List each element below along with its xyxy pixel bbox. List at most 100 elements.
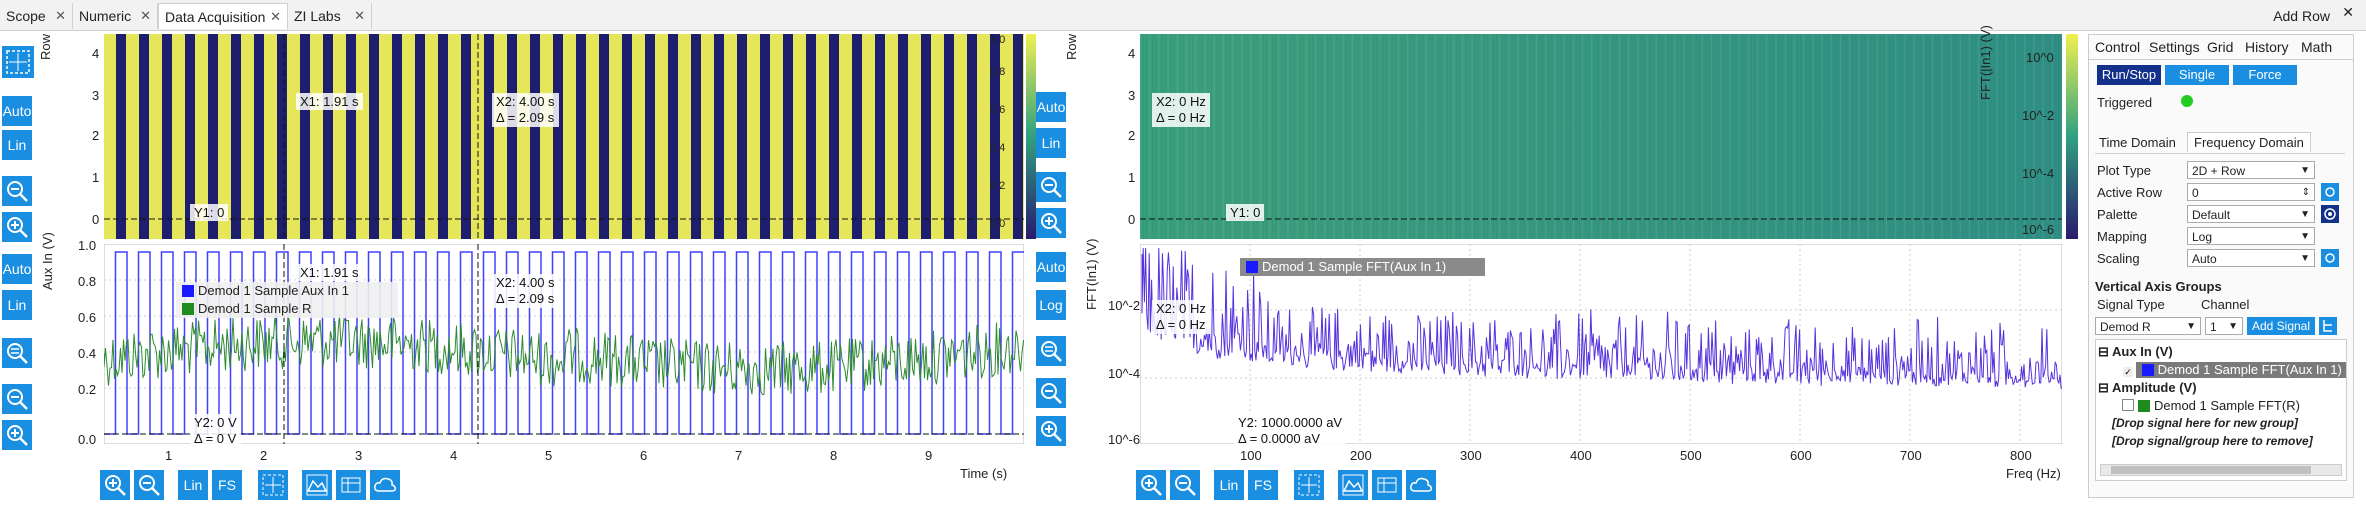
scrollbar-thumb[interactable]: [2111, 466, 2311, 474]
zoom-out-button[interactable]: [1036, 378, 1066, 408]
tab-grid[interactable]: Grid: [2207, 39, 2234, 55]
add-signal-button[interactable]: Add Signal: [2247, 317, 2315, 335]
scaling-select[interactable]: Auto ▼: [2187, 249, 2315, 267]
collapse-icon[interactable]: ⊟: [2098, 344, 2109, 359]
add-row-button[interactable]: Add Row: [2273, 8, 2330, 24]
plot-type-select[interactable]: 2D + Row ▼: [2187, 161, 2315, 179]
tab-history[interactable]: History: [2245, 39, 2289, 55]
tab-time-domain[interactable]: Time Domain: [2099, 135, 2176, 150]
tree-item-fft-aux-in[interactable]: ✓ Demod 1 Sample FFT(Aux In 1): [2122, 362, 2346, 378]
cloud-button[interactable]: [1406, 470, 1436, 500]
run-stop-button[interactable]: Run/Stop: [2097, 65, 2161, 85]
scaling-button[interactable]: [2321, 249, 2339, 267]
zoom-out-button[interactable]: [1036, 172, 1066, 202]
drop-new-group-hint[interactable]: [Drop signal here for new group]: [2112, 416, 2299, 430]
lin-scale-button[interactable]: Lin: [2, 130, 32, 160]
sync-button[interactable]: [2321, 183, 2339, 201]
tab-data-acquisition[interactable]: Data Acquisition ✕: [158, 3, 288, 29]
auto-scale-button[interactable]: Auto: [1036, 252, 1066, 282]
legend-entry[interactable]: Demod 1 Sample R: [176, 300, 398, 318]
zoom-in-button[interactable]: [1036, 416, 1066, 446]
close-icon[interactable]: ✕: [55, 8, 66, 23]
x2-cursor-label[interactable]: X2: 0 Hz Δ = 0 Hz: [1152, 300, 1210, 334]
x2-cursor-label[interactable]: X2: 0 Hz Δ = 0 Hz: [1152, 93, 1210, 127]
zoom-in-button[interactable]: [2, 212, 32, 242]
close-icon[interactable]: ✕: [2342, 4, 2354, 20]
zoom-in-button[interactable]: [1136, 470, 1166, 500]
zoom-in-button[interactable]: [100, 470, 130, 500]
single-button[interactable]: Single: [2165, 65, 2229, 85]
tree-item-fft-r[interactable]: Demod 1 Sample FFT(R): [2122, 398, 2300, 413]
tab-control[interactable]: Control: [2095, 39, 2141, 55]
drop-remove-hint[interactable]: [Drop signal/group here to remove]: [2112, 434, 2313, 448]
y1-cursor-label[interactable]: Y1: 0: [190, 204, 229, 221]
save-image-button[interactable]: [1338, 470, 1368, 500]
cloud-button[interactable]: [370, 470, 400, 500]
row-heatmap-frequency[interactable]: [1140, 34, 2062, 239]
stepper-icon[interactable]: ⇕: [2301, 187, 2310, 198]
close-icon[interactable]: ✕: [270, 9, 281, 24]
log-scale-button[interactable]: Log: [1036, 290, 1066, 320]
zoom-fit-button[interactable]: [1036, 336, 1066, 366]
cursor-tool-button[interactable]: [2, 46, 34, 78]
tree-settings-button[interactable]: [2319, 317, 2337, 335]
row-heatmap-time[interactable]: [104, 34, 1024, 239]
x1-cursor-label[interactable]: X1: 1.91 s: [296, 93, 363, 110]
y1-cursor-label[interactable]: Y1: 0: [1226, 204, 1265, 221]
channel-select[interactable]: 1 ▼: [2205, 317, 2243, 335]
tab-numeric[interactable]: Numeric ✕: [73, 3, 158, 29]
tree-group-amplitude[interactable]: ⊟ Amplitude (V): [2098, 380, 2197, 395]
force-button[interactable]: Force: [2233, 65, 2297, 85]
checkbox-checked[interactable]: ✓: [2122, 366, 2134, 378]
lin-scale-button[interactable]: Lin: [1036, 128, 1066, 158]
legend-entry[interactable]: Demod 1 Sample FFT(Aux In 1): [1240, 258, 1485, 276]
mapping-select[interactable]: Log ▼: [2187, 227, 2315, 245]
x-fs-button[interactable]: FS: [212, 470, 242, 500]
auto-scale-button[interactable]: Auto: [1036, 92, 1066, 122]
zoom-out-button[interactable]: [1170, 470, 1200, 500]
close-icon[interactable]: ✕: [140, 8, 151, 23]
collapse-icon[interactable]: ⊟: [2098, 380, 2109, 395]
time-domain-plot[interactable]: [104, 244, 1024, 444]
zoom-in-button[interactable]: [1036, 208, 1066, 238]
x-fs-button[interactable]: FS: [1248, 470, 1278, 500]
auto-scale-button[interactable]: Auto: [2, 96, 32, 126]
x-lin-button[interactable]: Lin: [178, 470, 208, 500]
tab-scope[interactable]: Scope ✕: [0, 3, 73, 29]
close-icon[interactable]: ✕: [354, 8, 365, 23]
frequency-domain-plot[interactable]: [1140, 244, 2062, 444]
x1-cursor-label[interactable]: X1: 1.91 s: [296, 264, 363, 281]
tab-frequency-domain[interactable]: Frequency Domain: [2187, 132, 2311, 152]
palette-select[interactable]: Default ▼: [2187, 205, 2315, 223]
tree-group-aux-in[interactable]: ⊟ Aux In (V): [2098, 344, 2173, 359]
tab-settings[interactable]: Settings: [2149, 39, 2200, 55]
zoom-out-button[interactable]: [134, 470, 164, 500]
zoom-out-button[interactable]: [2, 176, 32, 206]
fft-plot-legend[interactable]: Demod 1 Sample FFT(Aux In 1): [1240, 258, 1485, 276]
palette-button[interactable]: [2321, 205, 2339, 223]
signal-tree[interactable]: ⊟ Aux In (V) ✓ Demod 1 Sample FFT(Aux In…: [2095, 339, 2347, 481]
save-data-button[interactable]: [336, 470, 366, 500]
cursor-tool-button[interactable]: [1294, 470, 1324, 500]
tab-zi-labs[interactable]: ZI Labs ✕: [288, 3, 372, 29]
checkbox-unchecked[interactable]: [2122, 399, 2134, 411]
x-lin-button[interactable]: Lin: [1214, 470, 1244, 500]
signal-type-select[interactable]: Demod R ▼: [2095, 317, 2201, 335]
y2-cursor-label[interactable]: Y2: 1000.0000 aV Δ = 0.0000 aV: [1234, 414, 1347, 448]
save-image-button[interactable]: [302, 470, 332, 500]
zoom-out-button[interactable]: [2, 384, 32, 414]
lin-scale-button[interactable]: Lin: [2, 290, 32, 320]
legend-entry[interactable]: Demod 1 Sample Aux In 1: [176, 282, 398, 300]
save-data-button[interactable]: [1372, 470, 1402, 500]
time-plot-legend[interactable]: Demod 1 Sample Aux In 1 Demod 1 Sample R: [176, 282, 398, 318]
zoom-fit-button[interactable]: [2, 338, 32, 368]
horizontal-scrollbar[interactable]: [2100, 464, 2342, 476]
cursor-tool-button[interactable]: [258, 470, 288, 500]
auto-scale-button[interactable]: Auto: [2, 254, 32, 284]
active-row-stepper[interactable]: 0 ⇕: [2187, 183, 2315, 201]
zoom-in-button[interactable]: [2, 420, 32, 450]
tab-math[interactable]: Math: [2301, 39, 2333, 55]
